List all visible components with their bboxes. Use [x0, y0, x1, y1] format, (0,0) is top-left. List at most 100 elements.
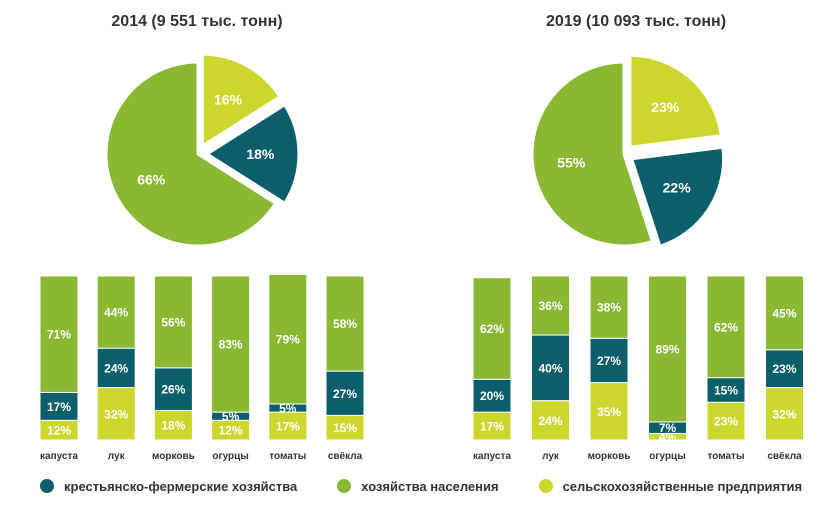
bar-label-2014-enterprise: 12%	[47, 424, 71, 438]
bar-label-2019-enterprise: 17%	[480, 420, 504, 434]
pie-label-2019-household: 55%	[557, 154, 586, 170]
bar-category-2014: морковь	[152, 451, 195, 462]
bar-segment-2014-household	[268, 273, 308, 405]
bar-label-2019-household: 38%	[597, 301, 621, 315]
bar-label-2014-household: 71%	[47, 328, 71, 342]
bar-label-2014-enterprise: 32%	[104, 407, 128, 421]
pie-slice-2014-enterprise	[200, 52, 283, 149]
legend: крестьянско-фермерские хозяйства хозяйст…	[40, 474, 820, 498]
bar-label-2014-farm: 24%	[104, 361, 128, 375]
bar-segment-2014-enterprise	[153, 409, 193, 441]
bar-segment-2019-household	[765, 275, 804, 351]
bar-segment-2019-farm	[765, 349, 804, 389]
bar-label-2019-farm: 20%	[480, 389, 504, 403]
bar-segment-2019-farm	[531, 334, 570, 402]
bar-label-2019-household: 62%	[480, 322, 504, 336]
legend-item-household: хозяйства населения	[337, 478, 499, 494]
bar-label-2014-enterprise: 12%	[219, 424, 243, 438]
bar-segment-2014-household	[96, 275, 136, 349]
bar-category-2019: капуста	[473, 451, 511, 462]
pie-slice-2014-household	[104, 60, 278, 248]
bar-label-2019-household: 45%	[772, 306, 796, 320]
bar-label-2014-household: 56%	[161, 315, 185, 329]
bar-segment-2019-enterprise	[706, 401, 746, 441]
bar-segment-2014-household	[39, 275, 79, 393]
pie-chart-2019: 23% 22% 55%	[530, 53, 726, 249]
bar-category-2014: томаты	[269, 451, 306, 462]
bar-segment-2014-farm	[39, 391, 79, 421]
bar-label-2019-household: 89%	[655, 342, 679, 356]
bar-label-2019-farm: 15%	[714, 383, 738, 397]
bar-label-2014-enterprise: 17%	[276, 420, 300, 434]
pie-slice-2019-enterprise	[628, 53, 723, 149]
legend-label-household: хозяйства населения	[361, 478, 499, 494]
bar-segment-2019-household	[706, 275, 746, 379]
bar-segment-2019-household	[589, 275, 629, 339]
bar-label-2014-farm: 26%	[161, 383, 185, 397]
bar-label-2019-enterprise: 35%	[597, 405, 621, 419]
bar-label-2019-farm: 40%	[538, 361, 562, 375]
bar-category-2014: свёкла	[328, 451, 363, 462]
bar-chart-2019: 17% 20% 62% капуста 24% 40% 36% лук 35% 27% 38% мор…	[472, 275, 804, 462]
bar-label-2014-household: 44%	[104, 306, 128, 320]
bar-label-2014-household: 83%	[219, 338, 243, 352]
pie-title-2014: 2014 (9 551 тыс. тонн)	[111, 13, 282, 30]
bar-segment-2014-enterprise	[268, 411, 308, 441]
bar-label-2019-farm: 27%	[597, 354, 621, 368]
bar-label-2019-household: 62%	[714, 320, 738, 334]
bar-label-2019-enterprise: 32%	[772, 407, 796, 421]
bar-label-2014-household: 58%	[333, 317, 357, 331]
bar-segment-2019-enterprise	[472, 411, 512, 441]
bar-label-2014-enterprise: 18%	[161, 419, 185, 433]
bar-segment-2014-farm	[325, 370, 365, 416]
pie-label-2014-farm: 18%	[246, 146, 275, 162]
chart-canvas: 2014 (9 551 тыс. тонн) 2019 (10 093 тыс.…	[39, 13, 804, 462]
pie-slice-2014-farm	[204, 102, 301, 206]
bar-label-2014-enterprise: 15%	[333, 421, 357, 435]
bar-segment-2014-farm	[96, 347, 136, 389]
legend-swatch-household	[337, 479, 352, 493]
bar-category-2019: свёкла	[767, 451, 802, 462]
pie-label-2019-enterprise: 23%	[651, 99, 680, 115]
bar-segment-2014-enterprise	[325, 414, 365, 441]
legend-item-enterprise: сельскохозяйственные предприятия	[538, 478, 803, 494]
bar-segment-2019-enterprise	[589, 382, 629, 441]
bar-segment-2014-household	[153, 275, 193, 369]
pie-chart-2014: 16% 18% 66%	[104, 52, 301, 248]
legend-label-farm: крестьянско-фермерские хозяйства	[64, 478, 298, 494]
bar-label-2019-enterprise: 24%	[538, 414, 562, 428]
legend-item-farm: крестьянско-фермерские хозяйства	[40, 479, 297, 494]
bar-category-2014: лук	[108, 451, 126, 462]
pie-label-2014-household: 66%	[137, 172, 166, 188]
bar-segment-2019-household	[531, 275, 570, 336]
legend-label-enterprise: сельскохозяйственные предприятия	[562, 478, 803, 494]
bar-category-2014: капуста	[40, 451, 78, 462]
bar-segment-2019-household	[648, 275, 687, 423]
pie-label-2014-enterprise: 16%	[214, 91, 243, 107]
bar-segment-2014-enterprise	[96, 387, 136, 441]
bar-label-2014-farm: 27%	[333, 387, 357, 401]
pie-slice-2019-farm	[629, 145, 726, 249]
bar-label-2014-household: 79%	[276, 333, 300, 347]
bar-label-2019-farm: 7%	[659, 421, 677, 435]
legend-swatch-enterprise	[538, 479, 553, 493]
bar-label-2019-enterprise: 23%	[714, 415, 738, 429]
bar-label-2019-household: 36%	[538, 299, 562, 313]
bar-category-2019: огурцы	[649, 451, 686, 462]
bar-segment-2019-enterprise	[531, 400, 570, 441]
bar-segment-2014-household	[211, 275, 251, 413]
bar-segment-2019-household	[472, 277, 512, 380]
bar-category-2019: томаты	[707, 451, 744, 462]
bar-label-2014-farm: 5%	[222, 410, 240, 424]
bar-segment-2014-household	[325, 275, 365, 372]
bar-category-2019: лук	[542, 451, 560, 462]
pie-slice-2019-household	[530, 60, 655, 248]
bar-chart-2014: 12% 17% 71% капуста 32% 24% 44% лук 18% 26% 56% мор…	[39, 273, 365, 462]
bar-label-2014-farm: 17%	[47, 400, 71, 414]
bar-segment-2019-farm	[589, 337, 629, 384]
bar-label-2019-farm: 23%	[772, 362, 796, 376]
bar-label-2014-farm: 5%	[279, 402, 297, 416]
pie-title-2019: 2019 (10 093 тыс. тонн)	[546, 13, 726, 30]
bar-category-2019: морковь	[588, 451, 631, 462]
